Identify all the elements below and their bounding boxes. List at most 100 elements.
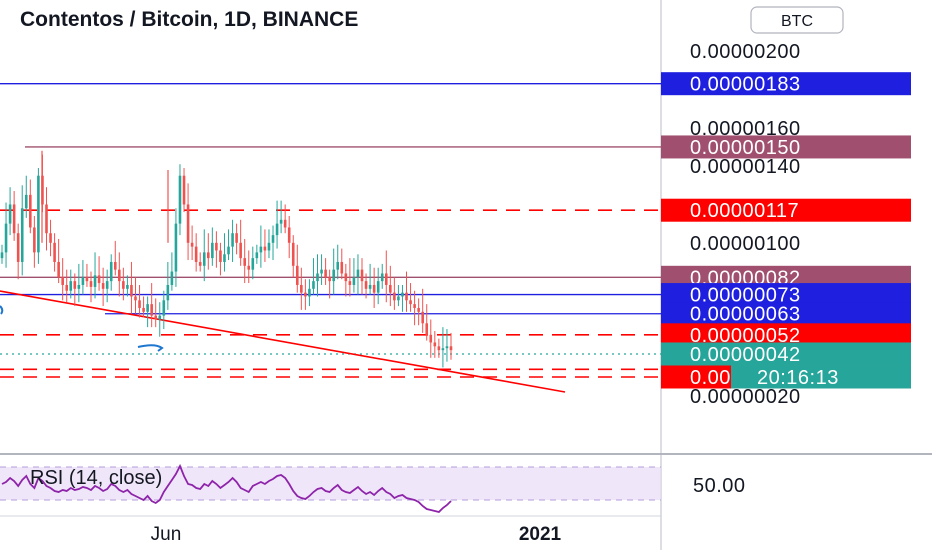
candle-body [81, 277, 85, 285]
price-tag [661, 135, 911, 159]
candle-body [275, 223, 279, 236]
candle-body [33, 227, 36, 253]
candle-body [437, 346, 441, 351]
candle-body [320, 269, 323, 274]
chart-title: Contentos / Bitcoin, 1D, BINANCE [20, 8, 358, 31]
candle-body [263, 246, 267, 251]
candle-body [267, 242, 271, 251]
candle-body [215, 242, 218, 251]
candle-body [146, 304, 149, 312]
candle-body [37, 175, 40, 253]
time-axis[interactable]: Jun 2021 [151, 524, 562, 545]
candle-body [138, 300, 141, 308]
time-tick-label: Jun [151, 524, 182, 545]
candle-body [113, 261, 117, 270]
candle-body [417, 307, 420, 312]
candle-body [170, 271, 174, 285]
candle-body [49, 233, 52, 243]
candle-body [4, 223, 8, 253]
trendline[interactable] [0, 290, 566, 393]
currency-button-frame[interactable] [750, 6, 844, 34]
candle-body [190, 242, 194, 247]
candle-body [360, 269, 364, 282]
candle-body [336, 261, 340, 270]
candle-body [324, 269, 327, 278]
candle-body [109, 261, 113, 282]
candle-body [332, 269, 335, 282]
currency-button-label[interactable]: BTC [781, 13, 813, 30]
candle-body [316, 273, 319, 282]
candle-body [384, 273, 388, 285]
candle-body [150, 304, 153, 316]
candle-body [122, 281, 125, 289]
candle-body [243, 258, 247, 266]
trendline-layer [0, 290, 566, 393]
candle-body [397, 296, 400, 301]
candle-body [364, 281, 368, 289]
price-tag-label: 0.00000073 [690, 285, 801, 307]
candle-body [73, 281, 77, 289]
candle-body [308, 288, 311, 297]
candle-body [372, 284, 376, 293]
candle-body [223, 254, 226, 262]
candle-body [344, 273, 348, 282]
candle-body [376, 281, 380, 293]
candle-body [356, 269, 360, 278]
time-tick-label: 2021 [519, 524, 562, 545]
candle-body [211, 242, 214, 259]
candle-body [45, 204, 48, 234]
candle-body [29, 194, 32, 228]
candle-body [219, 250, 222, 262]
candle-body [202, 252, 206, 266]
candle-body [328, 277, 331, 282]
candle-body [368, 284, 372, 289]
candle-body [53, 242, 56, 262]
candle-body [251, 258, 255, 270]
candle-body [85, 277, 89, 282]
candle-body [162, 300, 166, 316]
price-tag-label: 0.00000117 [690, 200, 799, 222]
price-tag [661, 323, 911, 347]
candle-body [231, 233, 234, 247]
arrow-drawing [0, 305, 4, 315]
price-tag [661, 342, 911, 366]
candle-body [300, 284, 303, 293]
price-tag [661, 302, 911, 326]
candle-body [206, 252, 210, 259]
rsi-label: RSI (14, close) [30, 467, 162, 489]
candle-body [20, 208, 24, 262]
candle-body [312, 281, 315, 289]
candle-body [89, 281, 93, 287]
rsi-level-label: 50.00 [693, 475, 746, 497]
currency-button[interactable]: BTC [750, 6, 844, 34]
price-axis[interactable]: 0.00000200 0.00000160 0.00000140 0.00000100… [690, 41, 801, 408]
candle-body [186, 204, 190, 243]
candle-body [421, 311, 424, 324]
rsi-band [0, 467, 661, 500]
candle-body [12, 204, 16, 234]
candle-body [97, 275, 101, 284]
candle-body [441, 348, 445, 351]
candle-body [259, 246, 263, 253]
level-price-tags: 0.000001830.000001500.000001170.00000082… [661, 72, 911, 389]
candle-body [304, 292, 307, 297]
candle-body [401, 292, 404, 297]
candle-body [126, 284, 129, 289]
price-tick-label: 0.00000160 [690, 118, 801, 140]
candle-body [429, 334, 433, 343]
candle-body [0, 252, 4, 259]
candle-body [134, 296, 137, 301]
rsi-pane: RSI (14, close) 50.00 [0, 463, 746, 513]
price-tag-label: 0.00000183 [690, 74, 801, 96]
candle-body [61, 277, 64, 285]
candle-body [16, 233, 20, 262]
candle-body [166, 284, 170, 301]
candle-body [425, 323, 429, 335]
candle-body [405, 292, 408, 301]
candle-body [389, 284, 392, 293]
candle-body [352, 277, 356, 285]
candle-body [198, 261, 202, 266]
price-tag-label: 0.00000150 [690, 137, 801, 159]
